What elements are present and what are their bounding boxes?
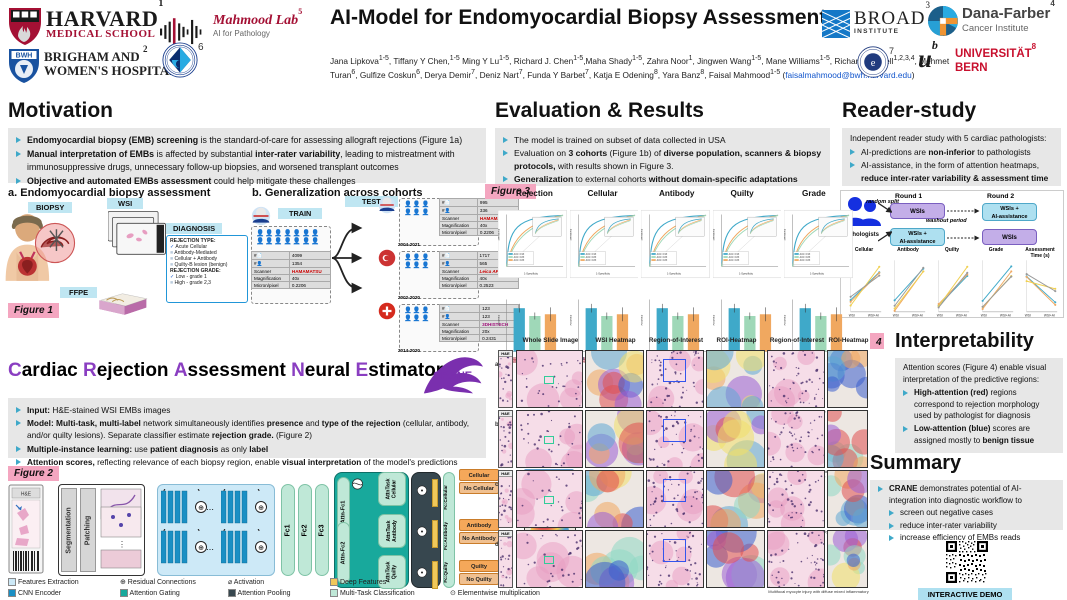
svg-text:AUC: 0.8X: AUC: 0.8X <box>585 259 596 262</box>
svg-text:WSI: WSI <box>981 314 987 318</box>
svg-text:WSI+AI: WSI+AI <box>1044 314 1055 318</box>
svg-text:AUC: 0.8X: AUC: 0.8X <box>800 256 811 259</box>
svg-text:⊕: ⊕ <box>258 545 264 552</box>
svg-text:Sensitivity: Sensitivity <box>641 228 644 240</box>
svg-text:⊕: ⊕ <box>198 505 204 512</box>
svg-text:AUC: 0.9X: AUC: 0.9X <box>800 253 811 256</box>
svg-text:AUC: 0.9X: AUC: 0.9X <box>657 253 668 256</box>
svg-text:⊕: ⊕ <box>198 545 204 552</box>
svg-text:AUC: 0.8X: AUC: 0.8X <box>514 256 525 259</box>
svg-text:⊕: ⊕ <box>258 505 264 512</box>
svg-text:Accuracy: Accuracy <box>570 314 573 325</box>
svg-text:WSI: WSI <box>893 314 899 318</box>
svg-text:1-Specificity: 1-Specificity <box>810 271 825 275</box>
svg-text:AUC: 0.8X: AUC: 0.8X <box>800 259 811 262</box>
svg-text:WSI+AI: WSI+AI <box>868 314 879 318</box>
svg-text:WSI+AI: WSI+AI <box>912 314 923 318</box>
svg-text:WSI+AI: WSI+AI <box>1000 314 1011 318</box>
svg-text:Sensitivity: Sensitivity <box>713 228 716 240</box>
svg-text:Sensitivity: Sensitivity <box>498 228 501 240</box>
svg-text:H&E: H&E <box>21 492 32 498</box>
svg-text:WSI: WSI <box>937 314 943 318</box>
svg-text:AUC: 0.8X: AUC: 0.8X <box>657 259 668 262</box>
svg-text:Accuracy: Accuracy <box>713 314 716 325</box>
svg-text:AUC: 0.8X: AUC: 0.8X <box>728 256 739 259</box>
svg-text:AUC: 0.8X: AUC: 0.8X <box>514 259 525 262</box>
svg-text:Accuracy: Accuracy <box>498 314 501 325</box>
svg-text:1-Specificity: 1-Specificity <box>524 271 539 275</box>
svg-text:e: e <box>871 58 876 69</box>
svg-text:AUC: 0.9X: AUC: 0.9X <box>514 253 525 256</box>
svg-text:BWH: BWH <box>16 53 33 60</box>
svg-text:1-Specificity: 1-Specificity <box>667 271 682 275</box>
svg-text:Sensitivity: Sensitivity <box>784 228 787 240</box>
svg-text:1-Specificity: 1-Specificity <box>596 271 611 275</box>
svg-text:AUC: 0.8X: AUC: 0.8X <box>728 259 739 262</box>
svg-text:Accuracy: Accuracy <box>784 314 787 325</box>
svg-text:1-Specificity: 1-Specificity <box>739 271 754 275</box>
svg-text:AUC: 0.8X: AUC: 0.8X <box>657 256 668 259</box>
svg-text:AUC: 0.8X: AUC: 0.8X <box>585 256 596 259</box>
svg-text:WSI+AI: WSI+AI <box>956 314 967 318</box>
svg-text:Accuracy: Accuracy <box>641 314 644 325</box>
svg-text:Sensitivity: Sensitivity <box>570 228 573 240</box>
svg-text:AUC: 0.9X: AUC: 0.9X <box>585 253 596 256</box>
svg-text:AUC: 0.9X: AUC: 0.9X <box>728 253 739 256</box>
svg-text:WSI: WSI <box>1025 314 1031 318</box>
